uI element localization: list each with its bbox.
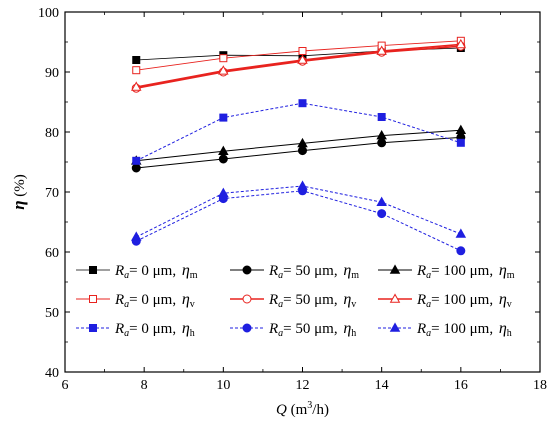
x-tick-label: 8: [141, 378, 148, 393]
y-tick-label: 50: [45, 306, 59, 321]
x-tick-label: 10: [216, 378, 230, 393]
data-point: [298, 99, 307, 108]
data-point: [132, 156, 141, 165]
legend-label: Ra= 100 μm, ηm: [416, 262, 515, 281]
legend-marker: [242, 265, 252, 275]
series-6: [132, 99, 465, 165]
legend-marker: [89, 266, 97, 274]
series-line: [136, 190, 462, 252]
data-point: [456, 246, 466, 256]
y-tick-label: 90: [45, 66, 59, 81]
data-point: [377, 138, 387, 148]
data-point: [218, 145, 229, 156]
series-2: [130, 124, 467, 165]
data-point: [130, 81, 142, 91]
x-tick-label: 18: [533, 378, 547, 393]
y-tick-label: 80: [45, 126, 59, 141]
x-tick-label: 14: [375, 378, 389, 393]
data-point: [297, 180, 308, 190]
y-tick-label: 40: [45, 366, 59, 381]
legend-item: Ra= 50 μm, ηm: [230, 262, 359, 281]
data-point: [297, 54, 308, 64]
data-point: [298, 47, 307, 55]
x-tick-label: 16: [454, 378, 468, 393]
legend-item: Ra= 0 μm, ηv: [76, 291, 195, 310]
x-axis-title: Q (m3/h): [276, 400, 329, 418]
legend-label: Ra= 0 μm, ηh: [114, 320, 195, 339]
legend-label: Ra= 50 μm, ηm: [268, 262, 359, 281]
data-point: [456, 138, 465, 147]
legend-marker: [389, 322, 401, 332]
legend: Ra= 0 μm, ηm Ra= 50 μm, ηm Ra= 100 μm, ηm R…: [76, 262, 515, 339]
legend-label: Ra= 50 μm, ηh: [268, 320, 356, 339]
series-line: [136, 185, 462, 238]
series-7: [131, 186, 466, 256]
x-tick-label: 12: [296, 378, 310, 393]
legend-item: Ra= 0 μm, ηm: [76, 262, 198, 281]
legend-marker: [89, 295, 97, 303]
legend-label: Ra= 0 μm, ηm: [114, 262, 198, 281]
data-point: [376, 45, 387, 55]
legend-item: Ra= 50 μm, ηv: [230, 291, 356, 310]
axes: 6 8 10 12 14 16 18 40 50 60 70 80 90 100 Q (m3/h) η (%): [9, 6, 547, 418]
data-point: [219, 54, 228, 63]
data-point: [455, 38, 467, 49]
data-point: [377, 113, 386, 121]
legend-marker: [242, 323, 252, 333]
data-point: [131, 163, 141, 173]
data-point: [218, 154, 228, 164]
y-tick-label: 100: [38, 6, 59, 21]
legend-item: Ra= 0 μm, ηh: [76, 320, 195, 339]
data-point: [132, 56, 141, 64]
data-point: [218, 65, 229, 75]
data-point: [376, 130, 387, 140]
series-5: [130, 38, 467, 91]
legend-item: Ra= 100 μm, ηh: [378, 320, 512, 339]
data-point: [377, 209, 387, 219]
legend-marker: [242, 294, 252, 304]
legend-item: Ra= 100 μm, ηm: [378, 262, 515, 281]
data-point: [298, 146, 307, 156]
legend-marker: [389, 264, 401, 274]
y-tick-label: 60: [45, 246, 59, 261]
data-point: [455, 228, 467, 238]
data-point: [297, 137, 308, 148]
data-point: [130, 231, 142, 241]
legend-label: Ra= 0 μm, ηv: [114, 291, 195, 310]
series-layer: [130, 36, 467, 256]
data-point: [376, 196, 387, 207]
data-point: [455, 124, 467, 135]
legend-marker: [389, 293, 401, 303]
data-point: [219, 113, 228, 122]
legend-label: Ra= 100 μm, ηv: [416, 291, 512, 310]
legend-label: Ra= 50 μm, ηv: [268, 291, 356, 310]
y-tick-label: 70: [45, 186, 59, 201]
series-1: [131, 132, 466, 173]
series-8: [130, 180, 467, 241]
y-axis-title: η (%): [9, 174, 28, 210]
x-tick-label: 6: [62, 378, 69, 393]
data-point: [218, 187, 229, 198]
legend-item: Ra= 100 μm, ηv: [378, 291, 512, 310]
data-point: [132, 66, 141, 75]
legend-item: Ra= 50 μm, ηh: [230, 320, 356, 339]
legend-marker: [89, 324, 97, 332]
legend-label: Ra= 100 μm, ηh: [416, 320, 512, 339]
